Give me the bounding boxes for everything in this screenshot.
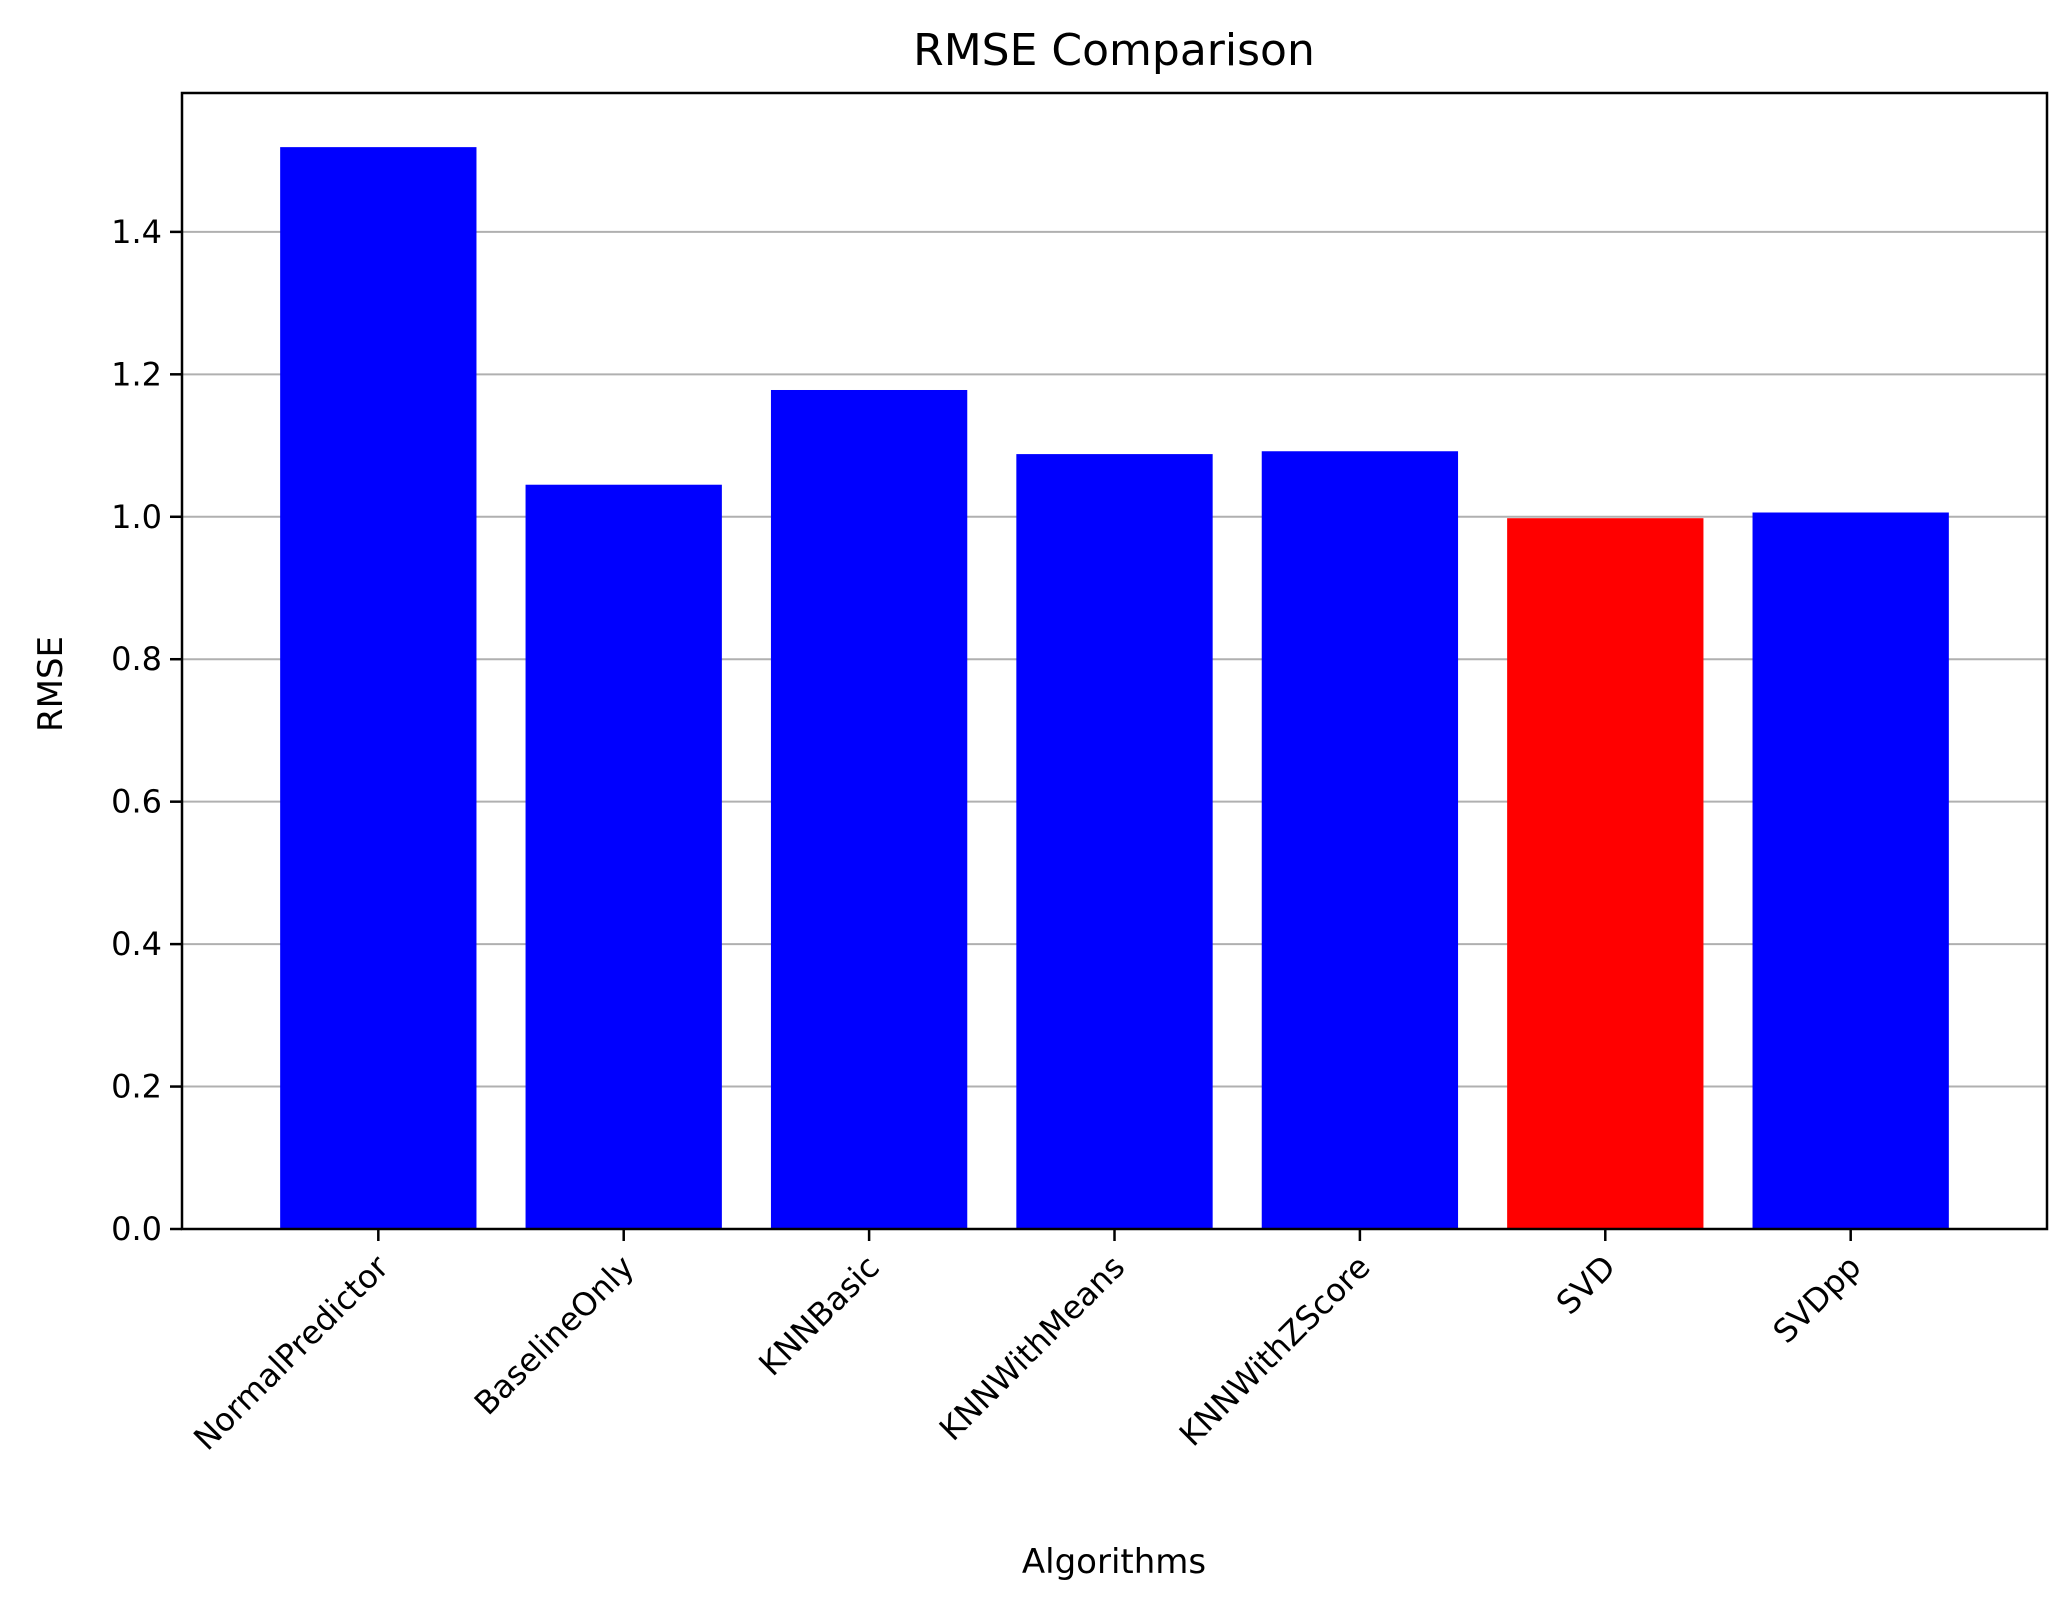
x-tick-label: KNNWithZScore	[1172, 1248, 1378, 1454]
y-axis-ticks: 0.0 0.2 0.4 0.6 0.8 1.0 1.2 1.4	[111, 213, 182, 1248]
y-tick-label: 1.4	[111, 213, 162, 251]
y-tick-label: 0.8	[111, 640, 162, 678]
y-tick-label: 0.4	[111, 925, 162, 963]
bar-knnwithzscore	[1261, 451, 1459, 1230]
bar-svdpp	[1752, 512, 1949, 1229]
y-tick-label: 0.0	[111, 1210, 162, 1248]
x-axis-label: Algorithms	[1022, 1542, 1206, 1582]
x-tick-label: BaselineOnly	[467, 1248, 642, 1423]
bar-normalpredictor	[280, 147, 477, 1229]
x-tick-label: KNNWithMeans	[932, 1248, 1132, 1448]
chart-title: RMSE Comparison	[913, 25, 1315, 76]
bars	[280, 147, 1949, 1230]
bar-knnwithmeans	[1016, 454, 1213, 1230]
y-tick-label: 0.6	[111, 783, 162, 821]
y-tick-label: 1.2	[111, 355, 162, 393]
y-axis-label: RMSE	[31, 636, 71, 732]
x-axis-ticks: NormalPredictor BaselineOnly KNNBasic KNNWi…	[186, 1229, 1868, 1458]
bar-baselineonly	[525, 484, 722, 1230]
bar-knnbasic	[770, 389, 968, 1229]
x-tick-label: NormalPredictor	[186, 1247, 396, 1457]
x-tick-label: SVDpp	[1765, 1248, 1868, 1351]
y-tick-label: 1.0	[111, 498, 162, 536]
x-tick-label: SVD	[1549, 1248, 1623, 1322]
bar-svd	[1507, 518, 1704, 1229]
x-tick-label: KNNBasic	[751, 1248, 886, 1383]
y-tick-label: 0.2	[111, 1068, 162, 1106]
